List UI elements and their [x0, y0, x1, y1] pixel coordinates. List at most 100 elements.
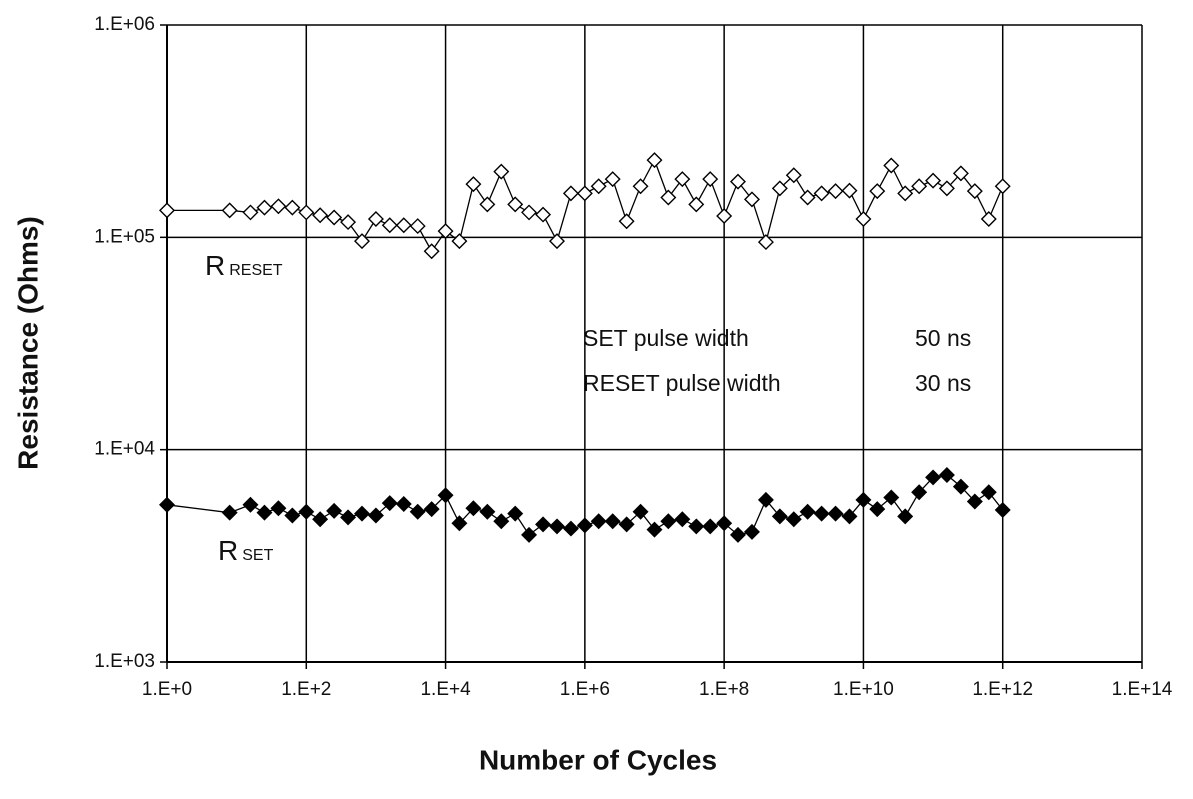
marker — [980, 484, 997, 501]
marker — [841, 508, 858, 525]
marker — [479, 196, 496, 213]
marker — [688, 196, 705, 213]
marker — [799, 503, 816, 520]
marker — [576, 517, 593, 534]
marker — [813, 505, 830, 522]
marker — [423, 501, 440, 518]
marker — [938, 466, 955, 483]
marker — [270, 500, 287, 517]
x-axis-title: Number of Cycles — [479, 744, 717, 775]
marker — [340, 509, 357, 526]
x-tick-label: 1.E+0 — [142, 679, 192, 700]
marker — [576, 185, 593, 202]
marker — [883, 489, 900, 506]
marker — [395, 495, 412, 512]
marker — [688, 518, 705, 535]
marker — [270, 198, 287, 215]
marker — [340, 214, 357, 231]
marker — [326, 209, 343, 226]
marker — [381, 217, 398, 234]
marker — [716, 208, 733, 225]
x-tick-label: 1.E+6 — [560, 679, 610, 700]
marker — [618, 213, 635, 230]
marker — [549, 233, 565, 250]
marker — [855, 491, 872, 508]
marker — [354, 505, 370, 522]
marker — [549, 518, 565, 535]
marker — [632, 503, 649, 520]
marker — [771, 508, 788, 525]
marker — [632, 178, 649, 195]
marker — [925, 172, 942, 189]
y-tick-label: 1.E+04 — [94, 439, 155, 460]
marker — [702, 171, 719, 188]
marker — [911, 484, 928, 501]
marker — [367, 507, 384, 524]
marker — [395, 217, 412, 234]
marker — [716, 515, 733, 532]
series-label: R RESET — [205, 250, 283, 281]
marker — [743, 191, 760, 208]
marker — [298, 204, 315, 221]
marker — [312, 511, 329, 528]
marker — [507, 196, 524, 213]
marker — [618, 516, 635, 533]
marker — [590, 178, 607, 195]
marker — [409, 218, 426, 235]
marker — [897, 185, 914, 202]
marker — [465, 500, 482, 517]
x-tick-label: 1.E+12 — [972, 679, 1033, 700]
marker — [312, 207, 329, 224]
marker — [729, 526, 746, 543]
marker — [827, 505, 844, 522]
marker — [869, 183, 886, 200]
series-label-sub: SET — [242, 547, 273, 564]
marker — [604, 513, 621, 530]
marker — [757, 491, 774, 508]
marker — [451, 515, 468, 532]
marker — [952, 165, 969, 182]
marker — [242, 496, 259, 513]
marker — [437, 487, 454, 504]
marker — [465, 176, 482, 193]
annotation: 30 ns — [915, 370, 971, 396]
marker — [674, 171, 691, 188]
x-tick-label: 1.E+4 — [420, 679, 471, 700]
marker — [799, 189, 816, 206]
marker — [952, 478, 969, 495]
marker — [409, 503, 426, 520]
marker — [855, 211, 872, 227]
marker — [785, 511, 802, 528]
marker — [757, 234, 774, 251]
marker — [925, 469, 942, 486]
x-tick-label: 1.E+10 — [833, 679, 894, 700]
marker — [493, 163, 510, 180]
marker — [771, 180, 788, 197]
x-tick-label: 1.E+8 — [699, 679, 749, 700]
marker — [521, 526, 538, 543]
marker — [221, 504, 238, 521]
marker — [590, 513, 607, 530]
y-tick-label: 1.E+03 — [94, 651, 155, 672]
marker — [437, 223, 454, 240]
marker — [535, 516, 552, 533]
marker — [646, 152, 663, 169]
marker — [702, 518, 719, 535]
marker — [966, 183, 983, 200]
marker — [326, 502, 343, 519]
marker — [827, 183, 844, 200]
series-label: R SET — [218, 535, 274, 566]
marker — [367, 211, 384, 227]
marker — [521, 204, 538, 221]
marker — [729, 173, 746, 190]
marker — [423, 243, 440, 260]
marker — [493, 513, 510, 530]
series-label-sub: RESET — [229, 262, 283, 279]
marker — [535, 206, 552, 223]
marker — [507, 505, 524, 522]
series-label-main: R — [205, 250, 225, 281]
marker — [479, 503, 496, 520]
series-label-main: R — [218, 535, 238, 566]
y-tick-label: 1.E+06 — [94, 14, 155, 35]
